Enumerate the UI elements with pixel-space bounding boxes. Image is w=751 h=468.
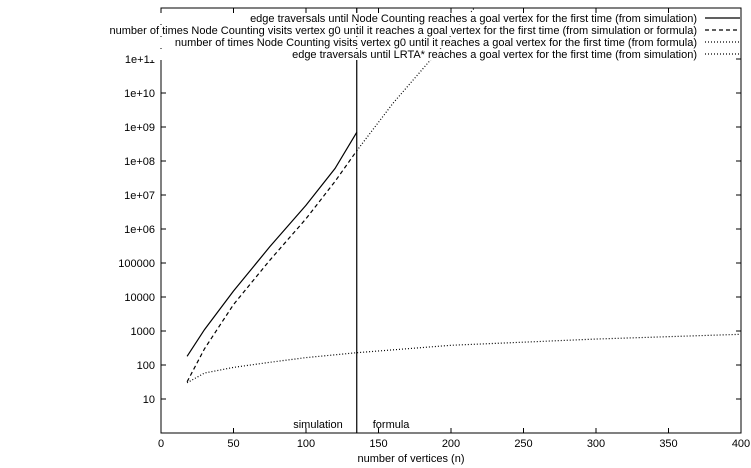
y-tick-label: 1e+09 <box>124 122 155 134</box>
y-tick-label: 1e+07 <box>124 190 155 202</box>
x-tick-label: 50 <box>227 438 239 450</box>
y-tick-label: 1e+11 <box>125 54 155 66</box>
y-tick-label: 1000 <box>131 326 155 338</box>
legend-entry-bg <box>150 13 697 24</box>
legend-label-1: edge traversals until Node Counting reac… <box>250 13 697 25</box>
y-tick-label: 1e+08 <box>124 156 155 168</box>
legend-entry-bg <box>150 37 697 48</box>
region-label-formula: formula <box>373 419 411 431</box>
legend: edge traversals until Node Counting reac… <box>109 13 740 61</box>
plot-area-border <box>160 7 742 434</box>
legend-label-2: number of times Node Counting visits ver… <box>109 25 697 37</box>
legend-entry-bg <box>150 25 697 36</box>
legend-label-3: number of times Node Counting visits ver… <box>175 37 697 49</box>
legend-label-4: edge traversals until LRTA* reaches a go… <box>292 49 697 61</box>
region-label-simulation: simulation <box>293 419 343 431</box>
series-line-2 <box>186 150 358 383</box>
x-tick-label: 150 <box>369 438 387 450</box>
y-tick-label: 10 <box>143 394 155 406</box>
x-tick-label: 100 <box>297 438 315 450</box>
y-tick-label: 1e+06 <box>124 224 155 236</box>
x-tick-label: 0 <box>158 438 164 450</box>
y-tick-label: 10000 <box>124 292 155 304</box>
series-line-1 <box>186 131 358 357</box>
x-tick-label: 250 <box>514 438 532 450</box>
x-tick-label: 200 <box>442 438 460 450</box>
x-axis-label: number of vertices (n) <box>358 453 465 465</box>
series-line-4 <box>186 333 741 384</box>
y-tick-label: 1e+10 <box>124 88 155 100</box>
x-tick-label: 300 <box>587 438 605 450</box>
y-tick-label: 100000 <box>118 258 155 270</box>
x-tick-label: 400 <box>732 438 750 450</box>
x-tick-label: 350 <box>659 438 677 450</box>
legend-entry-bg <box>150 49 697 60</box>
y-tick-label: 100 <box>137 360 155 372</box>
